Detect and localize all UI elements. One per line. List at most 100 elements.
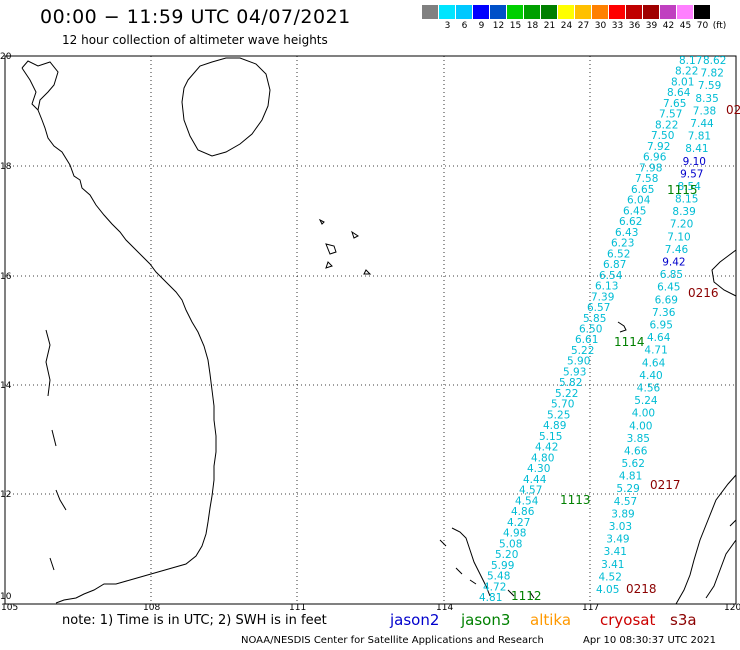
paracel-islands: [318, 218, 372, 275]
wave-height-value: 9.10: [683, 156, 706, 168]
longitude-label: 105: [1, 603, 19, 613]
color-scale-swatch: [592, 5, 609, 19]
wave-height-value: 5.70: [551, 399, 574, 411]
legend-cryosat: cryosat: [600, 611, 656, 629]
color-scale-label: 12: [492, 21, 505, 31]
color-scale-swatch: [541, 5, 558, 19]
wave-height-value: 7.58: [635, 173, 658, 185]
wave-height-value: 6.50: [579, 324, 602, 336]
pass-time-label: 1115: [667, 183, 698, 197]
wave-height-value: 7.46: [665, 244, 689, 256]
wave-height-value: 5.15: [539, 431, 562, 443]
color-scale-swatch: [575, 5, 592, 19]
hainan-island-coastline: [181, 57, 271, 157]
latitude-label: 20: [0, 52, 12, 62]
color-scale-swatch: [422, 5, 439, 19]
pass-time-label: 1112: [511, 589, 542, 603]
wave-height-value: 6.52: [607, 248, 630, 260]
wave-height-value: 4.64: [647, 332, 671, 344]
color-scale-label: 42: [662, 21, 675, 31]
wave-height-value: 6.61: [575, 334, 598, 346]
wave-height-value: 7.39: [591, 291, 614, 303]
wave-height-value: 6.87: [603, 259, 626, 271]
wave-height-value: 5.22: [555, 388, 578, 400]
wave-height-value: 3.49: [606, 534, 629, 546]
map-subtitle: 12 hour collection of altimeter wave hei…: [62, 33, 328, 47]
color-scale-label: 21: [543, 21, 556, 31]
wave-height-value: 6.13: [595, 281, 618, 293]
color-scale-label: 3: [444, 21, 451, 31]
wave-height-value: 5.90: [567, 356, 590, 368]
wave-height-value: 4.57: [614, 496, 637, 508]
wave-height-value: 8.41: [685, 143, 708, 155]
wave-height-value: 4.40: [639, 370, 662, 382]
wave-height-value: 7.57: [659, 109, 682, 121]
wave-height-value: 4.56: [637, 383, 661, 395]
longitude-label: 108: [143, 603, 161, 613]
color-scale-bar: [422, 5, 711, 19]
wave-height-value: 5.62: [622, 458, 645, 470]
pass-time-label: 0217: [650, 478, 681, 492]
wave-height-value: 8.01: [671, 77, 694, 89]
wave-height-value: 7.82: [701, 68, 724, 80]
longitude-label: 111: [289, 603, 307, 613]
color-scale-swatch: [456, 5, 473, 19]
color-scale-label: 36: [628, 21, 641, 31]
color-scale-swatch: [473, 5, 490, 19]
legend-jason3: jason3: [461, 611, 511, 629]
pass-time-label: 0218: [626, 582, 657, 596]
wave-height-value: 5.24: [634, 395, 658, 407]
color-scale-swatch: [558, 5, 575, 19]
wave-height-value: 6.45: [623, 205, 646, 217]
color-scale-label: 15: [509, 21, 522, 31]
color-scale-label: 33: [611, 21, 624, 31]
wave-height-value: 6.23: [611, 238, 634, 250]
vietnam-inland-border: [21, 67, 67, 571]
color-scale-swatch: [643, 5, 660, 19]
wave-height-value: 4.66: [624, 446, 648, 458]
color-scale-label: 39: [645, 21, 658, 31]
wave-height-value: 4.89: [543, 420, 566, 432]
wave-height-value: 4.00: [629, 420, 652, 432]
wave-height-value: 3.41: [601, 559, 624, 571]
wave-height-value: 7.10: [667, 231, 690, 243]
wave-height-value: 6.69: [655, 294, 678, 306]
wave-height-value: 8.15: [675, 194, 698, 206]
wave-height-value: 5.25: [547, 409, 570, 421]
map-frame: [4, 55, 737, 605]
wave-height-value: 6.96: [643, 152, 667, 164]
wave-height-value: 6.43: [615, 227, 638, 239]
color-scale-label: 24: [560, 21, 573, 31]
longitude-label: 117: [582, 603, 600, 613]
wave-height-value: 3.85: [627, 433, 650, 445]
wave-height-value: 5.22: [571, 345, 594, 357]
wave-height-value: 5.93: [563, 367, 586, 379]
wave-height-value: 4.98: [503, 528, 526, 540]
wave-height-value: 7.98: [639, 162, 662, 174]
wave-height-value: 7.20: [670, 219, 693, 231]
color-scale-label: 6: [461, 21, 468, 31]
vietnam-coastline: [21, 60, 217, 604]
wave-height-value: 7.59: [698, 80, 721, 92]
color-scale-label: 18: [526, 21, 539, 31]
wave-height-value: 7.92: [647, 141, 670, 153]
color-scale-swatch: [694, 5, 711, 19]
wave-height-value: 5.29: [616, 483, 639, 495]
map-title: 00:00 − 11:59 UTC 04/07/2021: [40, 6, 351, 28]
wave-height-value: 4.81: [479, 592, 502, 604]
wave-height-value: 4.80: [531, 452, 554, 464]
color-scale-label: 30: [594, 21, 607, 31]
philippines-coastline: [617, 249, 737, 605]
pass-time-label: 0216: [688, 286, 719, 300]
wave-height-value: 7.38: [693, 105, 716, 117]
wave-height-value: 7.36: [652, 307, 676, 319]
pass-time-label: 1113: [560, 493, 591, 507]
wave-height-value: 7.65: [663, 98, 686, 110]
wave-height-value: 8.35: [695, 93, 718, 105]
wave-height-value: 4.27: [507, 517, 530, 529]
credit-line: NOAA/NESDIS Center for Satellite Applica…: [241, 635, 544, 646]
wave-height-value: 8.54: [678, 181, 702, 193]
wave-height-value: 4.86: [511, 506, 535, 518]
wave-height-value: 6.65: [631, 184, 654, 196]
